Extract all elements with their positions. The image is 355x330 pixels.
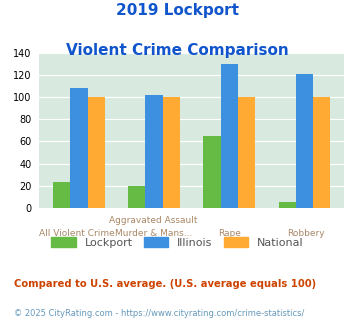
Text: Compared to U.S. average. (U.S. average equals 100): Compared to U.S. average. (U.S. average … (14, 279, 316, 289)
Text: Aggravated Assault: Aggravated Assault (109, 216, 198, 225)
Bar (296, 74, 313, 208)
Text: © 2025 CityRating.com - https://www.cityrating.com/crime-statistics/: © 2025 CityRating.com - https://www.city… (14, 309, 305, 317)
Text: Violent Crime Comparison: Violent Crime Comparison (66, 43, 289, 58)
Bar (313, 97, 331, 208)
Text: Rape: Rape (218, 229, 241, 238)
Text: 2019 Lockport: 2019 Lockport (116, 3, 239, 18)
Bar (163, 97, 180, 208)
Bar (279, 202, 296, 208)
Text: All Violent Crime: All Violent Crime (39, 229, 115, 238)
Bar (128, 186, 146, 208)
Text: Robbery: Robbery (288, 229, 325, 238)
Bar (70, 88, 88, 208)
Bar (53, 182, 70, 208)
Bar (88, 97, 105, 208)
Bar (221, 64, 238, 208)
Legend: Lockport, Illinois, National: Lockport, Illinois, National (51, 237, 304, 248)
Bar (146, 95, 163, 208)
Bar (203, 136, 221, 208)
Bar (238, 97, 255, 208)
Text: Murder & Mans...: Murder & Mans... (115, 229, 192, 238)
